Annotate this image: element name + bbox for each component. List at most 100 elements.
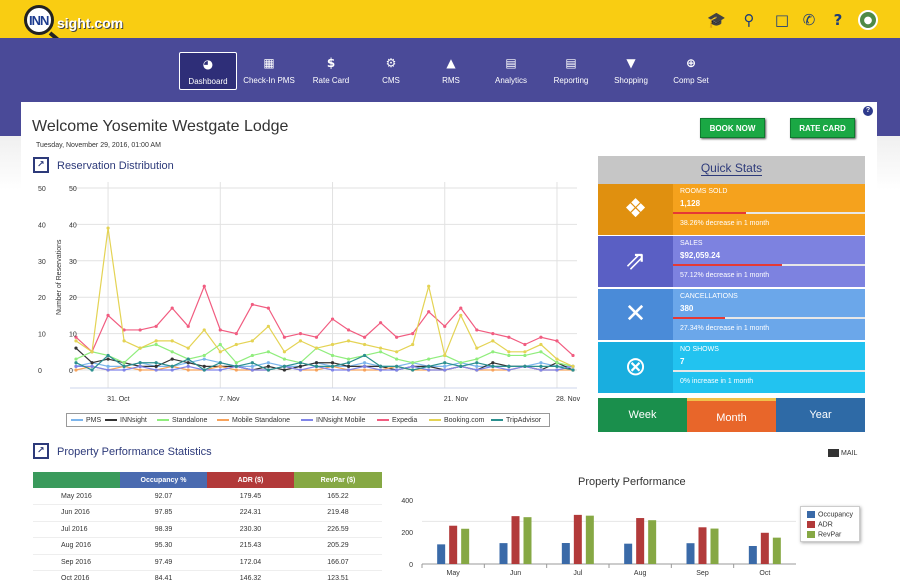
table-cell: 123.51 — [294, 570, 382, 586]
book-now-button[interactable]: BOOK NOW — [700, 118, 765, 138]
legend-item-pms[interactable]: PMS — [71, 417, 101, 424]
period-month-button[interactable]: Month — [687, 398, 776, 432]
column-header-occupancy[interactable]: Occupancy % — [120, 472, 207, 488]
nav-cms[interactable]: ⚙ CMS — [362, 52, 420, 90]
nav-comp-set[interactable]: ⊕ Comp Set — [662, 52, 720, 90]
data-point — [202, 328, 206, 332]
data-point — [491, 368, 495, 372]
data-point — [330, 361, 335, 365]
legend-label: Expedia — [392, 417, 418, 424]
data-point — [186, 324, 190, 328]
data-point — [379, 364, 383, 368]
legend-item-occupancy[interactable]: Occupancy — [807, 511, 853, 518]
data-point — [90, 364, 94, 368]
stat-progress — [673, 317, 865, 319]
performance-table: Occupancy % ADR ($) RevPar ($) May 2016 … — [33, 472, 382, 586]
nav-dashboard[interactable]: ◕ Dashboard — [179, 52, 237, 90]
data-point — [523, 353, 527, 358]
table-header-row: Occupancy % ADR ($) RevPar ($) — [33, 472, 382, 488]
nav-analytics[interactable]: ▤ Analytics — [482, 52, 540, 90]
stat-rooms-sold[interactable]: ❖ ROOMS SOLD 1,128 38.26% decrease in 1 … — [598, 184, 865, 235]
data-point — [170, 368, 174, 372]
data-point — [106, 364, 110, 368]
data-point — [122, 361, 126, 365]
data-point — [74, 357, 78, 361]
column-header-adr[interactable]: ADR ($) — [207, 472, 294, 488]
data-point — [106, 357, 110, 361]
magnifier-ring — [24, 5, 54, 35]
stat-no-shows[interactable]: ⊗ NO SHOWS 7 0% increase in 1 month — [598, 342, 865, 393]
data-point — [523, 342, 527, 347]
calendar-icon[interactable]: □ — [774, 11, 790, 29]
data-point — [74, 346, 78, 350]
table-row: May 2016 92.07 179.45 165.22 — [33, 488, 382, 505]
stat-progress — [673, 264, 865, 266]
search-icon[interactable]: ⚲ — [743, 11, 755, 29]
innsight-logo[interactable]: INN sight.com — [24, 5, 134, 49]
graduation-cap-icon[interactable]: 🎓 — [707, 11, 726, 29]
legend-item-innsight[interactable]: INNsight — [105, 417, 147, 424]
data-point — [202, 353, 206, 358]
data-point — [475, 357, 479, 361]
nav-check-in-pms[interactable]: ▦ Check-In PMS — [240, 52, 298, 90]
data-point — [507, 368, 511, 372]
data-point — [202, 364, 206, 368]
nav-reporting[interactable]: ▤ Reporting — [542, 52, 600, 90]
user-avatar-icon[interactable]: ● — [858, 10, 878, 30]
legend-item-innsight-mobile[interactable]: INNsight Mobile — [301, 417, 365, 424]
mail-button[interactable]: MAIL — [828, 449, 857, 457]
y-tick-label-outer: 10 — [38, 332, 46, 339]
data-point — [395, 335, 399, 339]
phone-icon[interactable]: ✆ — [802, 11, 816, 29]
data-point — [395, 357, 399, 361]
legend-item-booking-com[interactable]: Booking.com — [429, 417, 484, 424]
stat-cancellations[interactable]: ✕ CANCELLATIONS 380 27.34% decrease in 1… — [598, 289, 865, 340]
period-week-button[interactable]: Week — [598, 398, 687, 432]
stat-sales[interactable]: ⇗ SALES $92,059.24 57.12% decrease in 1 … — [598, 236, 865, 287]
data-point — [266, 350, 270, 354]
x-tick-label: 7. Nov — [219, 396, 240, 403]
data-point — [186, 357, 190, 361]
data-point — [539, 350, 543, 354]
stat-body: NO SHOWS 7 0% increase in 1 month — [673, 342, 865, 393]
data-point — [170, 306, 174, 310]
y-tick-label: 10 — [69, 332, 77, 339]
data-point — [170, 357, 174, 361]
y-tick-label: 50 — [69, 186, 77, 193]
data-point — [459, 306, 463, 310]
nav-rms[interactable]: ▲ RMS — [422, 52, 480, 90]
stat-value: 1,128 — [680, 199, 701, 208]
nav-label: Dashboard — [188, 77, 228, 86]
nav-rate-card[interactable]: $ Rate Card — [302, 52, 360, 90]
nav-label: RMS — [442, 76, 460, 85]
data-point — [314, 346, 319, 350]
rate-card-button[interactable]: RATE CARD — [790, 118, 855, 138]
nav-shopping[interactable]: ▼ Shopping — [602, 52, 660, 90]
legend-label: Occupancy — [818, 511, 854, 519]
series-line — [75, 284, 574, 356]
period-year-button[interactable]: Year — [776, 398, 865, 432]
legend-label: Booking.com — [444, 417, 485, 424]
data-point — [411, 342, 415, 347]
main-nav: ◕ Dashboard ▦ Check-In PMS $ Rate Card ⚙… — [0, 38, 900, 100]
legend-item-expedia[interactable]: Expedia — [377, 417, 417, 424]
expand-icon[interactable]: ↗ — [33, 443, 49, 459]
help-icon[interactable]: ? — [833, 11, 843, 29]
stat-value: $92,059.24 — [680, 251, 721, 260]
legend-item-standalone[interactable]: Standalone — [157, 417, 207, 424]
stat-label: SALES — [680, 240, 703, 247]
legend-item-revpar[interactable]: RevPar — [807, 531, 841, 538]
help-icon[interactable]: ? — [863, 106, 873, 116]
table-cell: 98.39 — [120, 521, 207, 538]
legend-item-mobile-standalone[interactable]: Mobile Standalone — [217, 417, 290, 424]
legend-item-tripadvisor[interactable]: TripAdvisor — [491, 417, 541, 424]
data-point — [282, 357, 287, 361]
top-bar: INN sight.com 🎓 ⚲ □ ✆ ? ● — [0, 0, 900, 49]
expand-icon[interactable]: ↗ — [33, 157, 49, 173]
column-header-revpar[interactable]: RevPar ($) — [294, 472, 382, 488]
gear-icon: ⚙ — [385, 56, 397, 70]
cart-icon: ▼ — [626, 56, 636, 70]
data-point — [74, 361, 78, 365]
legend-item-adr[interactable]: ADR — [807, 521, 833, 528]
y-tick-label-outer: 0 — [38, 368, 42, 375]
